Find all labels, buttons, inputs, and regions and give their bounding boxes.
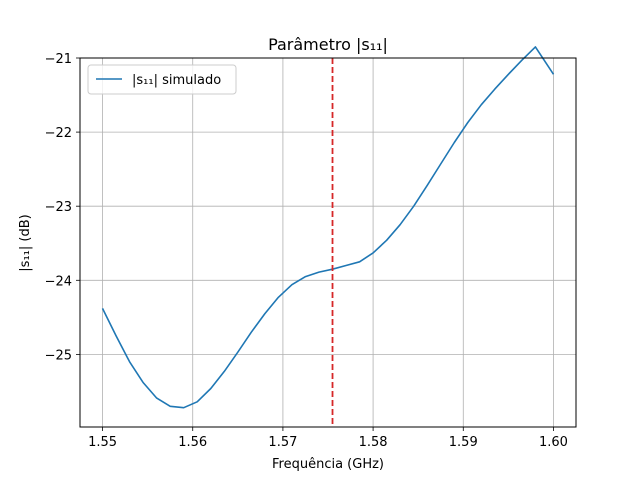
legend-entry-label: |s₁₁| simulado (132, 73, 221, 88)
series-line (101, 46, 555, 409)
legend: |s₁₁| simulado (87, 64, 237, 95)
chart-title: Parâmetro |s₁₁| (268, 35, 388, 54)
grid-lines (80, 57, 576, 427)
x-tick-label: 1.60 (539, 435, 568, 450)
x-tick-label: 1.59 (449, 435, 478, 450)
y-axis-label: |s₁₁| (dB) (18, 214, 33, 271)
x-axis-label: Frequência (GHz) (272, 457, 384, 472)
x-tick-label: 1.55 (88, 435, 117, 450)
plot-frame (79, 57, 577, 428)
y-tick-label: −23 (45, 200, 72, 215)
y-tick-label: −22 (45, 126, 72, 141)
y-tick-label: −21 (45, 52, 72, 67)
data-layer (101, 46, 555, 427)
y-tick-label: −24 (45, 274, 72, 289)
x-tick-label: 1.57 (268, 435, 297, 450)
y-tick-label: −25 (45, 348, 72, 363)
x-tick-label: 1.58 (359, 435, 388, 450)
legend-box (87, 64, 237, 95)
ticks: 1.55 1.56 1.57 1.58 1.59 1.60 −25 −24 −23 −22 −21 (45, 52, 568, 450)
x-tick-label: 1.56 (178, 435, 207, 450)
